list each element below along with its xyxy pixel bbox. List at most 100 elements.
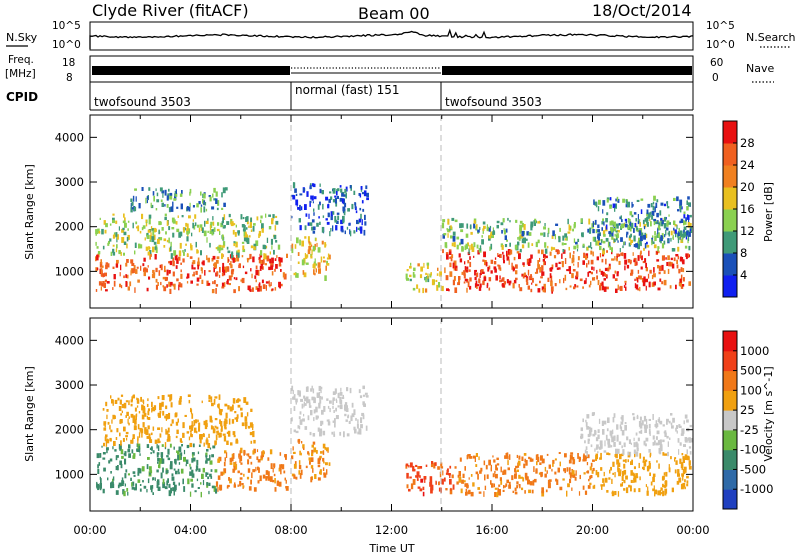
echo-cell — [351, 413, 355, 418]
echo-cell — [164, 204, 166, 207]
echo-cell — [231, 419, 235, 424]
echo-cell — [307, 249, 311, 255]
echo-cell — [539, 462, 542, 465]
echo-cell — [586, 414, 590, 419]
echo-cell — [611, 436, 615, 443]
echo-cell — [505, 483, 508, 487]
echo-cell — [215, 434, 218, 441]
echo-cell — [212, 255, 216, 260]
echo-cell — [345, 419, 348, 422]
echo-cell — [488, 235, 492, 239]
echo-cell — [224, 427, 227, 430]
echo-cell — [228, 418, 231, 425]
echo-cell — [116, 236, 118, 243]
echo-cell — [552, 247, 556, 250]
echo-cell — [586, 454, 590, 459]
echo-cell — [615, 258, 618, 261]
echo-cell — [681, 473, 684, 477]
echo-cell — [617, 448, 620, 454]
echo-cell — [634, 283, 637, 289]
echo-cell — [104, 423, 106, 428]
echo-cell — [586, 451, 588, 457]
echo-cell — [215, 247, 219, 250]
echo-cell — [656, 442, 659, 446]
echo-cell — [687, 196, 690, 200]
echo-cell — [648, 281, 651, 288]
echo-cell — [353, 230, 356, 234]
echo-cell — [531, 282, 533, 285]
echo-cell — [570, 452, 574, 455]
echo-cell — [525, 460, 528, 466]
echo-cell — [173, 198, 177, 201]
echo-cell — [557, 250, 560, 254]
echo-cell — [576, 244, 579, 249]
echo-cell — [361, 200, 364, 204]
echo-cell — [579, 278, 583, 282]
echo-cell — [557, 467, 560, 473]
beam-title: Beam 00 — [358, 4, 430, 23]
echo-cell — [680, 267, 683, 272]
echo-cell — [621, 482, 623, 487]
echo-cell — [181, 444, 183, 447]
echo-cell — [689, 223, 692, 226]
echo-cell — [303, 403, 307, 406]
echo-cell — [332, 397, 335, 401]
echo-cell — [133, 474, 136, 477]
echo-cell — [425, 272, 427, 276]
echo-cell — [503, 485, 505, 489]
echo-cell — [232, 431, 236, 436]
echo-cell — [127, 228, 129, 231]
echo-cell — [292, 396, 295, 400]
echo-cell — [302, 418, 305, 422]
echo-cell — [217, 246, 219, 251]
echo-cell — [200, 491, 202, 498]
echo-cell — [568, 467, 571, 471]
echo-cell — [420, 478, 424, 483]
echo-cell — [633, 212, 637, 215]
echo-cell — [224, 266, 227, 273]
echo-cell — [97, 251, 101, 255]
echo-cell — [264, 263, 267, 266]
echo-cell — [597, 224, 600, 229]
echo-cell — [568, 224, 570, 229]
echo-cell — [205, 419, 208, 423]
echo-cell — [493, 459, 496, 463]
echo-cell — [132, 481, 135, 486]
echo-cell — [299, 390, 301, 397]
echo-cell — [295, 199, 299, 206]
echo-cell — [185, 464, 187, 467]
echo-cell — [162, 482, 166, 489]
echo-cell — [337, 405, 340, 408]
echo-cell — [454, 219, 458, 223]
echo-cell — [206, 449, 209, 452]
echo-cell — [185, 243, 187, 246]
echo-cell — [663, 270, 666, 274]
echo-cell — [412, 479, 416, 485]
echo-cell — [215, 198, 218, 204]
echo-cell — [211, 426, 214, 430]
echo-cell — [222, 471, 225, 475]
echo-cell — [514, 487, 517, 492]
echo-cell — [196, 430, 198, 434]
echo-cell — [249, 422, 253, 427]
y-tick-label: 3000 — [55, 378, 84, 392]
echo-cell — [582, 286, 584, 289]
echo-cell — [574, 284, 577, 288]
echo-cell — [146, 444, 150, 448]
y-tick-label: 4000 — [55, 130, 84, 144]
echo-cell — [442, 233, 445, 239]
echo-cell — [518, 284, 520, 288]
echo-cell — [261, 223, 264, 229]
echo-cell — [159, 433, 162, 438]
echo-cell — [275, 220, 279, 225]
echo-cell — [608, 231, 612, 235]
echo-cell — [161, 227, 164, 231]
echo-cell — [286, 253, 288, 258]
echo-cell — [362, 385, 365, 390]
echo-cell — [136, 226, 138, 229]
echo-cell — [592, 229, 595, 234]
echo-cell — [127, 234, 130, 240]
echo-cell — [262, 258, 265, 265]
echo-cell — [300, 398, 303, 402]
echo-cell — [231, 268, 235, 272]
